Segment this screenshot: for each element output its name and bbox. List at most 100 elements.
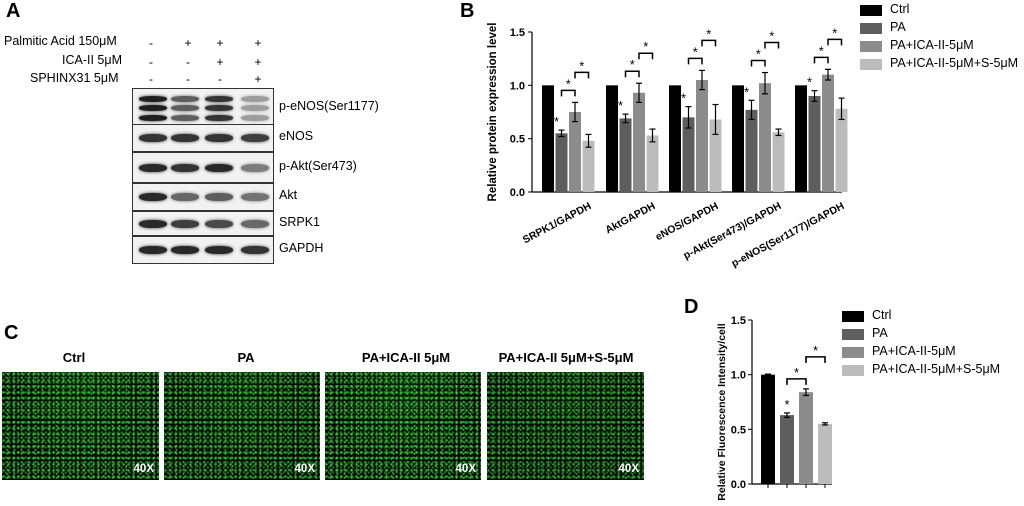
blot-band xyxy=(241,219,269,228)
blot-band xyxy=(171,114,199,121)
legend-swatch xyxy=(860,23,882,34)
bar xyxy=(646,135,659,192)
blot-band xyxy=(205,105,233,111)
y-tick-label: 1.5 xyxy=(731,315,746,327)
condition-sign: - xyxy=(149,36,153,50)
significance-star: * xyxy=(807,75,812,90)
significance-star: * xyxy=(554,114,559,129)
y-tick-label: 1.0 xyxy=(510,80,525,92)
significance-star: * xyxy=(813,343,818,358)
significance-star: * xyxy=(630,57,635,72)
bar xyxy=(799,392,813,484)
significance-bracket xyxy=(813,56,829,64)
condition-sign: + xyxy=(254,36,262,50)
blot-row xyxy=(132,88,274,128)
blot-band xyxy=(139,114,167,121)
significance-star: * xyxy=(579,58,584,73)
magnification-label: 40X xyxy=(455,463,476,475)
bar xyxy=(759,83,771,192)
blot-band xyxy=(171,246,199,254)
condition-sign: - xyxy=(218,72,222,86)
blot-band xyxy=(139,95,167,102)
micrograph: 40X xyxy=(487,372,644,480)
blot-band xyxy=(241,163,269,172)
blot-label: p-eNOS(Ser1177) xyxy=(279,99,379,113)
bar xyxy=(808,96,821,192)
micrograph: 40X xyxy=(325,372,481,480)
blot-label: Akt xyxy=(279,188,298,202)
bar xyxy=(745,109,758,192)
bar xyxy=(772,132,785,192)
micrograph: 40X xyxy=(164,372,320,480)
bar xyxy=(822,74,834,192)
blot-band xyxy=(241,105,269,111)
condition-label-palmitic: Palmitic Acid 150μM xyxy=(4,34,117,48)
significance-bracket xyxy=(827,38,843,46)
blot-row xyxy=(132,211,274,236)
bar xyxy=(761,374,775,484)
blot-band xyxy=(205,114,233,121)
blot-row xyxy=(132,183,274,211)
blot-label: GAPDH xyxy=(279,241,324,255)
blot-band xyxy=(205,246,233,254)
condition-sign: + xyxy=(254,55,262,69)
bar xyxy=(569,112,581,192)
legend-label: Ctrl xyxy=(872,308,892,322)
condition-sign: + xyxy=(254,72,262,86)
significance-star: * xyxy=(566,76,571,91)
panel-c-label: C xyxy=(4,322,19,344)
blot-row xyxy=(132,152,274,183)
significance-star: * xyxy=(681,91,686,106)
significance-star: * xyxy=(693,44,698,59)
blot-band xyxy=(241,95,269,102)
significance-star: * xyxy=(794,365,799,380)
blot-band xyxy=(205,219,233,228)
micrograph-title: PA+ICA-II 5μM xyxy=(361,350,451,365)
significance-bracket xyxy=(701,39,717,47)
blot-band xyxy=(205,193,233,201)
micrograph-title: PA+ICA-II 5μM+S-5μM xyxy=(498,350,634,365)
y-axis-label: Relative Fluorescence Intensity/cell xyxy=(716,323,728,500)
y-tick-label: 0.5 xyxy=(731,424,746,436)
blot-band xyxy=(139,134,167,142)
legend-swatch xyxy=(860,5,882,16)
blot-band xyxy=(241,246,269,254)
bar xyxy=(582,140,595,192)
magnification-label: 40X xyxy=(133,463,154,475)
legend-swatch xyxy=(842,365,864,376)
significance-bracket xyxy=(805,356,826,363)
blot-label: eNOS xyxy=(279,129,314,143)
bar xyxy=(696,80,708,192)
blot-label: SRPK1 xyxy=(279,214,320,229)
y-tick-label: 1.5 xyxy=(510,27,525,39)
significance-bracket xyxy=(786,378,807,385)
blot-band xyxy=(139,105,167,111)
significance-star: * xyxy=(756,47,761,62)
legend-label: PA+ICA-II-5μM xyxy=(890,38,974,52)
magnification-label: 40X xyxy=(294,463,315,475)
bar xyxy=(835,108,848,192)
legend-swatch xyxy=(842,329,864,340)
blot-band xyxy=(171,163,199,172)
condition-label-ica: ICA-II 5μM xyxy=(62,53,122,67)
category-label: AktGAPDH xyxy=(603,200,657,236)
blot-band xyxy=(139,246,167,254)
blot-band xyxy=(171,95,199,102)
significance-star: * xyxy=(769,29,774,44)
blot-band xyxy=(171,134,199,142)
significance-star: * xyxy=(784,397,789,412)
y-tick-label: 1.0 xyxy=(731,370,746,382)
micrograph-title: PA xyxy=(237,350,255,365)
blot-band xyxy=(205,163,233,172)
bar xyxy=(633,92,645,192)
blot-band xyxy=(171,105,199,111)
significance-bracket xyxy=(574,71,590,79)
bar xyxy=(669,85,681,192)
legend-swatch xyxy=(860,41,882,52)
bar xyxy=(555,133,568,192)
panel-b-label: B xyxy=(460,0,475,22)
blot-band xyxy=(171,193,199,201)
significance-bracket xyxy=(624,70,640,78)
blot-band xyxy=(241,193,269,201)
legend-label: PA+ICA-II-5μM+S-5μM xyxy=(890,56,1019,70)
